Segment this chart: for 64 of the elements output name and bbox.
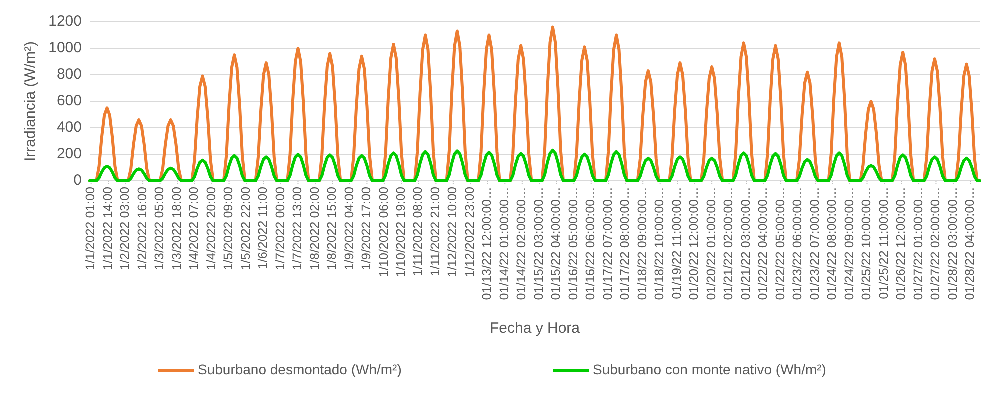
x-tick-label: 1/10/2022 06:00: [376, 186, 391, 278]
legend-label: Suburbano con monte nativo (Wh/m²): [593, 362, 826, 378]
x-tick-label: 01/14/22 02:00:00…: [514, 187, 529, 300]
y-tick-label: 800: [56, 66, 82, 83]
x-tick-label: 01/21/22 03:00:00…: [738, 187, 753, 300]
x-tick-label: 1/2/2022 03:00: [118, 186, 132, 270]
y-tick-label: 600: [56, 92, 82, 110]
y-tick-label: 1000: [48, 39, 82, 56]
x-tick-label: 01/23/22 06:00:00…: [790, 187, 805, 300]
line-series: [88, 149, 982, 182]
x-tick-label: 01/21/22 02:00:00…: [722, 187, 736, 300]
x-tick-label: 1/7/2022 00:00: [273, 186, 288, 270]
x-tick-label: 01/16/22 05:00:00…: [566, 187, 580, 300]
x-tick-label: 1/5/2022 09:00: [222, 186, 236, 270]
x-tick-label: 01/20/22 01:00:00…: [704, 187, 718, 300]
legend-label: Suburbano desmontado (Wh/m²): [198, 362, 402, 378]
x-tick-label: 1/7/2022 13:00: [290, 186, 305, 270]
x-tick-label: 1/5/2022 22:00: [238, 186, 253, 270]
x-tick-label: 1/9/2022 04:00: [342, 186, 356, 270]
y-tick-label: 1200: [48, 12, 82, 30]
y-tick-label: 0: [74, 172, 82, 189]
x-tick-label: 1/3/2022 18:00: [170, 186, 184, 270]
x-tick-label: 01/27/22 01:00:00…: [911, 187, 926, 300]
x-tick-label: 01/16/22 06:00:00…: [584, 187, 598, 300]
x-tick-label: 01/24/22 09:00:00…: [842, 187, 856, 300]
x-tick-label: 1/6/2022 11:00: [256, 186, 270, 270]
x-tick-label: 1/4/2022 20:00: [204, 186, 218, 270]
y-tick-label: 200: [56, 145, 82, 162]
x-tick-label: 01/19/22 11:00:00…: [670, 187, 684, 300]
x-tick-label: 01/25/22 10:00:00…: [860, 187, 874, 300]
x-tick-label: 1/3/2022 05:00: [152, 186, 167, 270]
x-tick-label: 1/8/2022 15:00: [325, 186, 340, 270]
x-tick-label: 1/9/2022 17:00: [360, 186, 374, 270]
x-tick-label: 1/11/2022 08:00: [411, 186, 426, 276]
x-tick-label: 01/15/22 03:00:00…: [532, 187, 546, 300]
x-tick-label: 01/27/22 02:00:00…: [928, 187, 943, 300]
x-tick-label: 1/12/2022 23:00: [462, 186, 477, 278]
x-tick-label: 01/22/22 04:00:00…: [756, 187, 770, 300]
x-axis-title: Fecha y Hora: [490, 320, 581, 337]
x-tick-label: 01/20/22 12:00:00…: [687, 187, 702, 300]
x-tick-label: 1/11/2022 21:00: [428, 186, 442, 276]
x-tick-label: 01/25/22 11:00:00…: [876, 187, 891, 300]
x-tick-label: 1/10/2022 19:00: [394, 186, 408, 278]
x-tick-label: 01/18/22 09:00:00…: [635, 187, 650, 300]
x-tick-label: 01/28/22 03:00:00…: [946, 187, 960, 300]
x-tick-label: 1/4/2022 07:00: [187, 186, 202, 270]
x-tick-label: 01/22/22 05:00:00…: [773, 187, 788, 300]
x-tick-label: 01/28/22 04:00:00…: [963, 187, 978, 300]
x-tick-label: 01/26/22 12:00:00…: [894, 187, 908, 300]
x-tick-label: 01/24/22 08:00:00…: [825, 187, 840, 300]
x-tick-label: 01/18/22 10:00:00…: [652, 187, 667, 300]
y-tick-label: 400: [56, 118, 82, 136]
x-tick-label: 01/14/22 01:00:00…: [497, 187, 512, 300]
y-axis-title: Irradiancia (W/m²): [22, 41, 39, 162]
x-tick-label: 1/1/2022 14:00: [100, 186, 115, 270]
x-tick-label: 01/23/22 07:00:00…: [808, 187, 822, 300]
x-tick-label: 01/15/22 04:00:00…: [549, 187, 564, 300]
x-tick-label: 1/12/2022 10:00: [446, 186, 460, 278]
x-tick-label: 01/13/22 12:00:00…: [480, 187, 494, 300]
x-tick-label: 01/17/22 08:00:00…: [618, 187, 632, 300]
x-tick-label: 1/2/2022 16:00: [135, 186, 150, 270]
x-tick-label: 1/8/2022 02:00: [308, 186, 322, 270]
x-tick-label: 1/1/2022 01:00: [84, 186, 98, 270]
x-tick-label: 01/17/22 07:00:00…: [600, 187, 615, 300]
